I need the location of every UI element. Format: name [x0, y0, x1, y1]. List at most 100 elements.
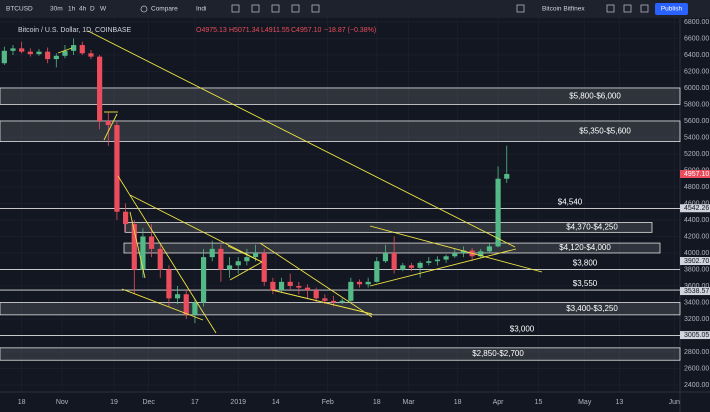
y-tick-label: 6200.00: [684, 68, 709, 75]
trendline: [129, 211, 146, 279]
candle-body: [460, 250, 467, 253]
interval[interactable]: 4h: [79, 6, 87, 13]
interval[interactable]: D: [90, 6, 95, 13]
y-tick-label: 5800.00: [684, 101, 709, 108]
x-tick-label: 2019: [230, 399, 246, 406]
candle-body: [105, 120, 111, 126]
candle-body: [382, 252, 389, 262]
compare-button[interactable]: Compare: [151, 6, 178, 13]
candle-body: [97, 56, 103, 121]
icon[interactable]: [623, 4, 632, 13]
candle-body: [391, 252, 397, 270]
price-tag-label: 3902.70: [684, 258, 709, 265]
indicators-button[interactable]: Indi: [196, 6, 206, 13]
candle-body: [400, 265, 406, 270]
axis: 6800.00 6600.00 6400.00 6200.00 6000.00 5800.…: [18, 19, 710, 406]
candle-body: [495, 178, 501, 247]
symbol[interactable]: BTCUSD: [6, 6, 33, 13]
icon[interactable]: [271, 4, 280, 13]
candle-body: [374, 261, 380, 282]
y-tick-label: 6000.00: [684, 85, 709, 92]
icon[interactable]: [606, 4, 615, 13]
candle-body: [27, 51, 33, 55]
candle-body: [79, 45, 85, 54]
y-tick-label: 2800.00: [684, 349, 709, 356]
candle-body: [53, 55, 59, 60]
broker[interactable]: Bitcoin Bitfinex: [542, 6, 585, 13]
candle-body: [252, 252, 259, 258]
candles: [1, 38, 510, 324]
x-tick-label: Dec: [142, 399, 155, 406]
y-tick-label: 4600.00: [684, 200, 709, 207]
y-tick-label: 5200.00: [684, 151, 709, 158]
price-tag: [680, 331, 710, 340]
x-tick-label: 19: [110, 399, 118, 406]
y-tick-label: 5400.00: [684, 134, 709, 141]
candle-body: [408, 265, 415, 268]
interval[interactable]: 30m: [50, 6, 63, 13]
trendline: [229, 261, 263, 281]
candle-body: [88, 53, 94, 57]
trendline: [103, 113, 118, 141]
icon[interactable]: [251, 4, 260, 13]
candle-body: [330, 300, 337, 303]
candle-body: [304, 287, 311, 291]
compare-icon[interactable]: [140, 5, 148, 13]
legend-close: C4957.10: [291, 27, 321, 34]
trendlines: [57, 30, 543, 334]
icon[interactable]: [516, 4, 525, 13]
trendline: [87, 30, 516, 248]
trendline: [369, 248, 517, 287]
candle-body: [313, 290, 319, 299]
y-tick-label: 5600.00: [684, 118, 709, 125]
x-tick-label: Feb: [322, 399, 334, 406]
legend-low: L4911.55: [261, 27, 290, 34]
candle-body: [226, 265, 233, 270]
trendline: [57, 47, 73, 54]
x-tick-label: 18: [18, 399, 26, 406]
candle-body: [166, 269, 172, 299]
candle-body: [209, 248, 215, 258]
candle-body: [1, 50, 7, 64]
trendline: [227, 245, 263, 263]
interval[interactable]: W: [100, 6, 107, 13]
candle-body: [71, 45, 77, 51]
y-tick-label: 6800.00: [684, 19, 709, 26]
candle-body: [348, 281, 354, 301]
x-tick-label: Jun: [669, 399, 680, 406]
candle-body: [235, 261, 241, 266]
candle-body: [148, 236, 155, 249]
price-tag: [680, 257, 710, 266]
candle-body: [296, 285, 302, 288]
candle-body: [434, 259, 441, 262]
legend-open: O4975.13: [196, 27, 227, 34]
trendline: [259, 242, 373, 318]
legend-title: Bitcoin / U.S. Dollar, 1D, COINBASE: [18, 27, 132, 34]
candle-body: [443, 256, 449, 260]
zone-label: $3,000: [510, 325, 535, 334]
icon[interactable]: [231, 4, 240, 13]
y-tick-label: 3400.00: [684, 299, 709, 306]
publish-button[interactable]: [655, 3, 688, 15]
icon[interactable]: [311, 4, 320, 13]
icon[interactable]: [291, 4, 300, 13]
candle-body: [365, 281, 371, 285]
candle-body: [218, 248, 224, 270]
candle-body: [244, 257, 250, 262]
toolbar: [0, 0, 710, 18]
candle-body: [287, 281, 293, 286]
interval[interactable]: 1h: [68, 6, 76, 13]
y-tick-label: 2400.00: [684, 382, 709, 389]
x-tick-label: May: [578, 399, 592, 406]
candle-body: [200, 257, 207, 303]
price-tag: [680, 287, 710, 296]
publish-label[interactable]: Publish: [661, 6, 683, 13]
icon[interactable]: [640, 4, 649, 13]
candle-body: [140, 236, 146, 270]
toolbar-icons: [231, 4, 649, 13]
x-tick-label: 13: [615, 399, 623, 406]
y-tick-label: 4200.00: [684, 233, 709, 240]
price-tag: [680, 204, 710, 213]
candle-body: [36, 51, 42, 55]
